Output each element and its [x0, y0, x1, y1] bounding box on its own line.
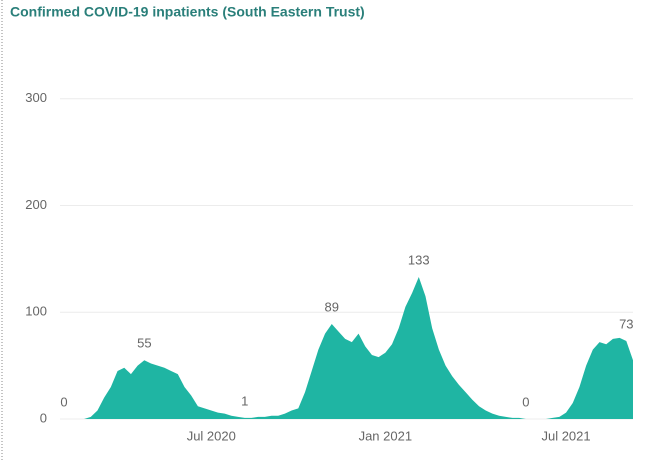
x-tick-label: Jan 2021	[359, 428, 413, 443]
data-label: 0	[60, 394, 67, 409]
x-tick-label: Jul 2021	[541, 428, 590, 443]
x-tick-label: Jul 2020	[187, 428, 236, 443]
data-label: 0	[522, 394, 529, 409]
data-label: 89	[325, 299, 339, 314]
chart-title: Confirmed COVID-19 inpatients (South Eas…	[10, 4, 365, 20]
area	[64, 277, 633, 419]
y-tick-label: 200	[25, 197, 47, 212]
data-label: 1	[241, 393, 248, 408]
data-label: 55	[137, 336, 151, 351]
y-tick-label: 300	[25, 90, 47, 105]
y-tick-label: 100	[25, 304, 47, 319]
data-label: 133	[408, 252, 430, 267]
y-tick-label: 0	[40, 410, 47, 425]
data-label: 73	[619, 316, 633, 331]
